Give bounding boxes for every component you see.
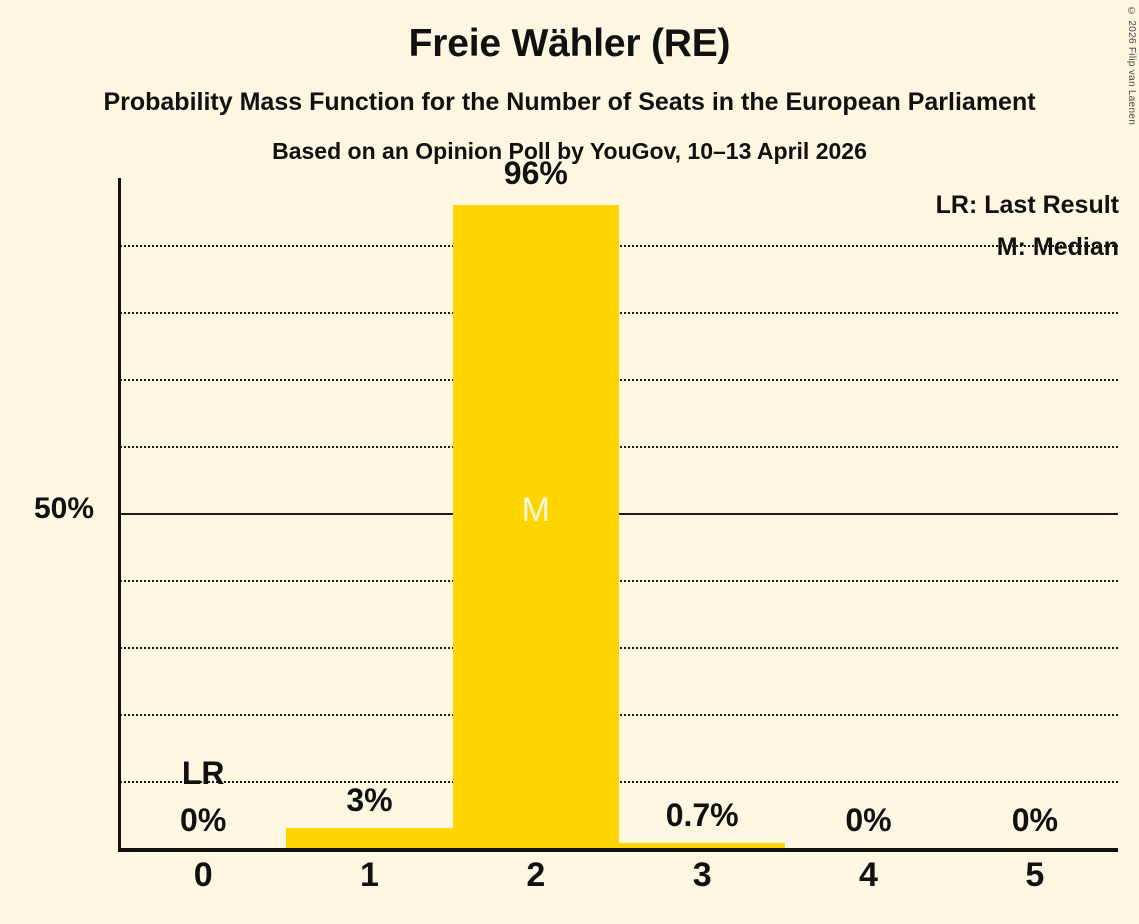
bar-seats-1[interactable] xyxy=(286,827,453,848)
bar-value-label-0: 0% xyxy=(180,802,227,838)
legend-item-median: M: Median xyxy=(996,233,1119,261)
legend-item-last-result: LR: Last Result xyxy=(935,191,1119,219)
gridline-40 xyxy=(120,580,1118,582)
bar-value-label-3: 0.7% xyxy=(665,797,739,833)
gridline-20 xyxy=(120,714,1118,716)
median-marker: M xyxy=(521,491,550,529)
x-tick-label-1: 1 xyxy=(360,856,379,894)
chart-legend: LR: Last Result M: Median xyxy=(936,184,1119,268)
bar-value-label-1: 3% xyxy=(346,781,393,818)
chart-source-line: Based on an Opinion Poll by YouGov, 10–1… xyxy=(272,138,867,164)
x-tick-label-3: 3 xyxy=(692,856,712,894)
bar-value-label-2: 96% xyxy=(503,154,568,191)
x-axis-line xyxy=(118,848,1118,852)
bar-value-label-4: 0% xyxy=(845,802,892,838)
gridline-10 xyxy=(120,781,1118,783)
copyright-notice: © 2026 Filip van Laenen xyxy=(1126,6,1137,126)
x-tick-label-4: 4 xyxy=(859,856,878,894)
gridline-80 xyxy=(120,312,1118,314)
page-title: Freie Wähler (RE) xyxy=(408,22,731,65)
chart-subtitle: Probability Mass Function for the Number… xyxy=(103,88,1036,116)
gridline-90 xyxy=(120,245,1118,247)
bar-value-label-5: 0% xyxy=(1011,802,1058,838)
gridline-70 xyxy=(120,379,1118,381)
bar-seats-3[interactable] xyxy=(619,843,786,848)
gridline-50 xyxy=(120,513,1118,515)
bar-seats-2[interactable] xyxy=(452,204,619,848)
x-tick-label-2: 2 xyxy=(526,856,546,894)
y-tick-label-50: 50% xyxy=(33,492,94,525)
x-tick-label-5: 5 xyxy=(1025,856,1045,894)
x-tick-label-0: 0 xyxy=(193,856,213,894)
gridline-30 xyxy=(120,647,1118,649)
plot-area: 50% 0% LR 3% 96% M 0.7% 0% 0% 0 1 2 3 4 5 xyxy=(34,155,1118,894)
gridline-60 xyxy=(120,446,1118,448)
last-result-marker: LR xyxy=(181,755,225,791)
y-axis-line xyxy=(118,178,121,848)
